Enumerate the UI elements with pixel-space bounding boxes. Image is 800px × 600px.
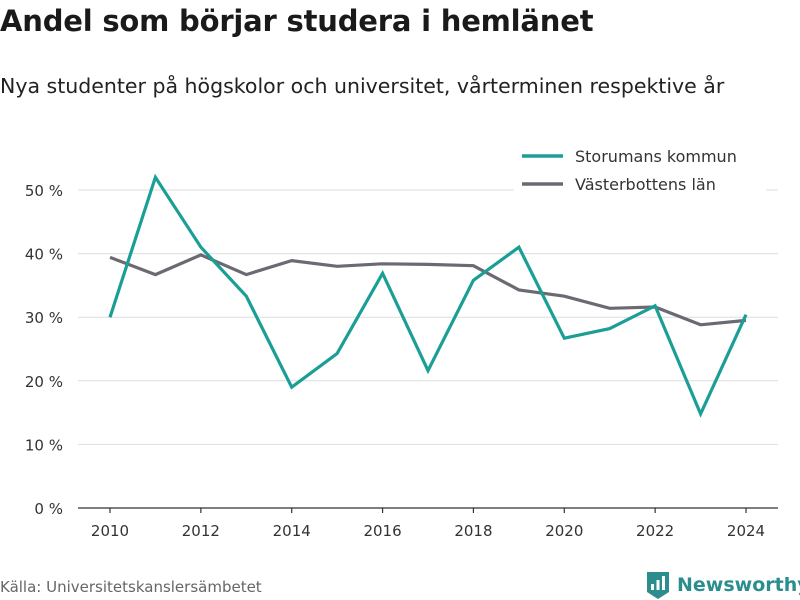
line-chart: 0 % 10 % 20 % 30 % 40 % 50 % 2010 2012 2014 2016 2…	[24, 140, 778, 540]
chart-subtitle: Nya studenter på högskolor och universit…	[0, 74, 725, 98]
y-tick-label: 40 %	[25, 246, 63, 264]
brand-logo: Newsworthy	[645, 570, 800, 600]
series-layer	[108, 173, 748, 418]
x-tick-label: 2024	[727, 522, 765, 540]
x-tick-label: 2014	[273, 522, 311, 540]
y-tick-label: 30 %	[25, 309, 63, 327]
x-tick-label: 2016	[363, 522, 401, 540]
legend-label: Storumans kommun	[575, 147, 737, 166]
newsworthy-logo-icon	[647, 572, 669, 599]
y-tick-label: 0 %	[34, 500, 63, 518]
x-tick-label: 2018	[454, 522, 492, 540]
x-tick-label: 2020	[545, 522, 583, 540]
grid-layer	[78, 189, 778, 445]
x-tick-label: 2010	[91, 522, 129, 540]
y-tick-label: 10 %	[25, 436, 63, 454]
axis-layer: 0 % 10 % 20 % 30 % 40 % 50 % 2010 2012 2014 2016 2…	[25, 182, 778, 540]
y-tick-label: 20 %	[25, 373, 63, 391]
source-note: Källa: Universitetskanslersämbetet	[0, 578, 262, 596]
brand-name: Newsworthy	[677, 574, 800, 596]
x-tick-label: 2022	[636, 522, 674, 540]
x-tick-label: 2012	[182, 522, 220, 540]
series-line-v-sterbottens-l-n	[109, 253, 747, 327]
legend: Storumans kommun Västerbottens län	[514, 140, 766, 194]
y-tick-label: 50 %	[25, 182, 63, 200]
legend-label: Västerbottens län	[575, 175, 716, 194]
chart-title: Andel som börjar studera i hemlänet	[0, 4, 594, 38]
series-line-storumans-kommun	[108, 173, 748, 418]
